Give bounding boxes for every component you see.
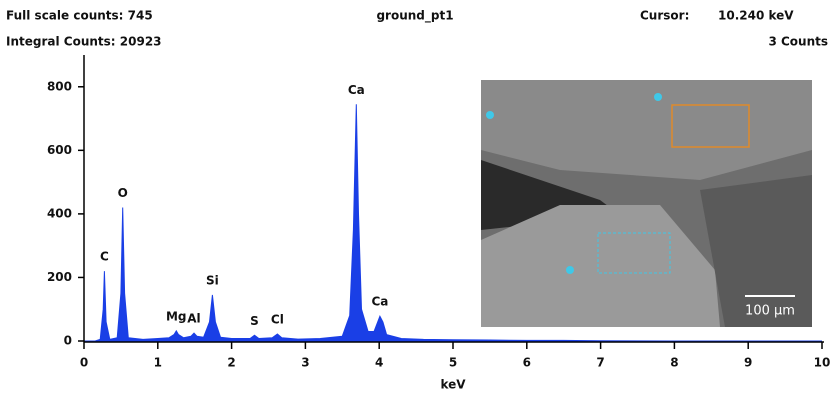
peak-label: Al	[187, 312, 200, 326]
x-tick-label: 1	[154, 356, 162, 370]
y-tick-label: 200	[47, 270, 72, 284]
y-tick-label: 600	[47, 143, 72, 157]
x-axis-label: keV	[440, 378, 466, 392]
x-tick-label: 8	[670, 356, 678, 370]
peak-label: O	[118, 186, 128, 200]
inset-image	[481, 80, 812, 327]
peak-label: S	[250, 314, 259, 328]
x-tick-label: 2	[227, 356, 235, 370]
cursor-value: 10.240 keV	[718, 9, 794, 23]
cursor-counts: 3 Counts	[768, 35, 828, 49]
y-tick-label: 400	[47, 206, 72, 220]
y-tick-label: 800	[47, 79, 72, 93]
full-scale: Full scale counts: 745	[6, 9, 153, 23]
cursor-label: Cursor:	[640, 9, 689, 23]
x-tick-label: 10	[814, 356, 831, 370]
peak-label: Si	[206, 273, 219, 287]
spectrum	[84, 104, 822, 342]
peak-label: Ca	[348, 83, 365, 97]
x-tick-label: 9	[744, 356, 752, 370]
x-tick-label: 4	[375, 356, 383, 370]
x-tick-label: 5	[449, 356, 457, 370]
x-tick-label: 7	[596, 356, 604, 370]
peak-label: C	[100, 250, 109, 264]
x-tick-label: 6	[523, 356, 531, 370]
peak-label: Mg	[166, 309, 187, 323]
x-tick-label: 0	[80, 356, 88, 370]
chart-title: ground_pt1	[376, 9, 453, 24]
integral-counts: Integral Counts: 20923	[6, 35, 162, 49]
peak-label: Ca	[371, 295, 388, 309]
scale-bar: 100 µm	[745, 304, 795, 319]
y-tick-label: 0	[64, 334, 72, 348]
peak-label: Cl	[271, 313, 284, 327]
x-tick-label: 3	[301, 356, 309, 370]
